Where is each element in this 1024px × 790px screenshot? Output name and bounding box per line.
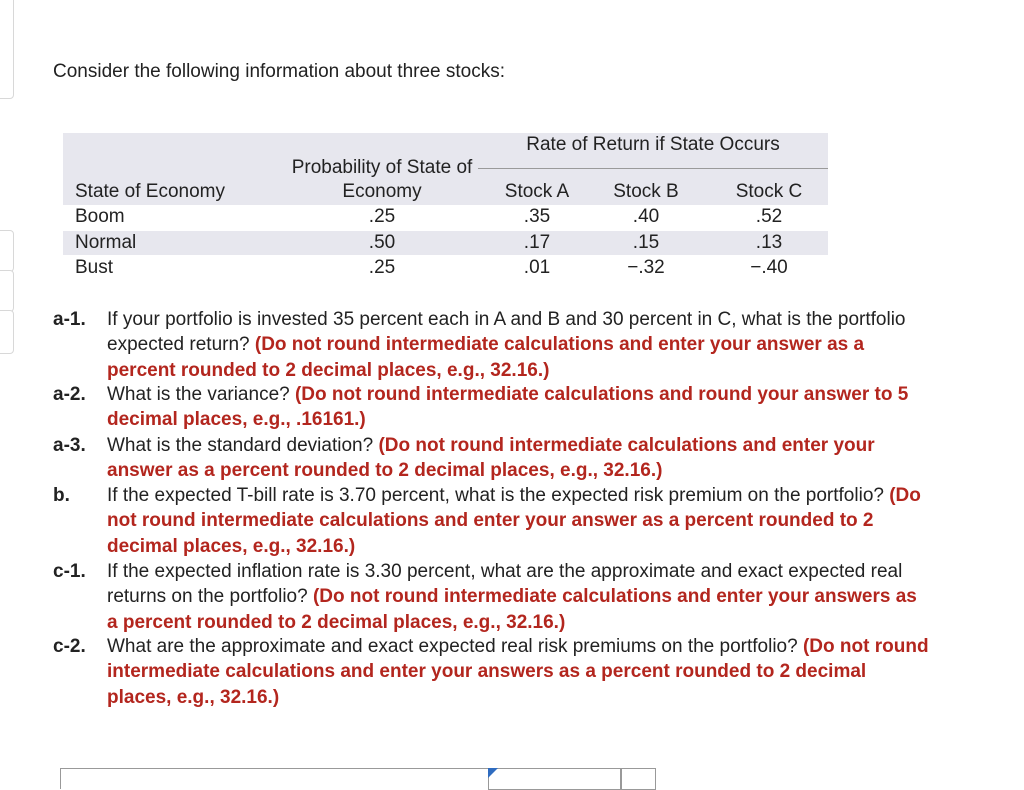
row-label: Boom	[75, 206, 125, 227]
side-tab	[0, 0, 14, 99]
row-label: Normal	[75, 231, 137, 253]
side-tab	[0, 270, 14, 312]
cell: .15	[632, 231, 660, 253]
cell: .25	[368, 206, 396, 227]
question-note: (Do not round intermediate calculations …	[107, 435, 875, 482]
side-tab	[0, 310, 14, 354]
cell: .52	[755, 206, 783, 227]
answer-input[interactable]	[488, 768, 622, 790]
question: c-2. What are the approximate and exact e…	[53, 634, 933, 710]
question-note: (Do not round intermediate calculations …	[107, 384, 909, 431]
row-label: Bust	[75, 257, 114, 278]
question: a-3. What is the standard deviation? (Do …	[53, 433, 933, 484]
column-header: State of Economy	[75, 181, 225, 202]
cell: .01	[523, 257, 551, 278]
question-body: If the expected inflation rate is 3.30 p…	[107, 559, 929, 635]
question-body: What are the approximate and exact expec…	[107, 634, 929, 710]
cell: −.40	[750, 257, 788, 278]
question-text: What is the standard deviation?	[107, 435, 374, 456]
question-body: If your portfolio is invested 35 percent…	[107, 307, 929, 383]
question-label: c-2.	[53, 636, 86, 657]
question-body: If the expected T-bill rate is 3.70 perc…	[107, 483, 929, 559]
question-label: a-2.	[53, 384, 86, 405]
question-label: a-3.	[53, 435, 86, 456]
question-note: (Do not round intermediate calculations …	[107, 485, 921, 557]
column-header: Stock B	[613, 181, 679, 202]
question-text: If the expected inflation rate is 3.30 p…	[107, 561, 903, 608]
question-label: c-1.	[53, 561, 86, 582]
header-band	[63, 133, 828, 205]
side-tab	[0, 230, 14, 272]
spanner-rule	[478, 168, 828, 169]
cell: −.32	[627, 257, 665, 278]
cell: .40	[632, 206, 660, 227]
cell: .50	[368, 231, 396, 253]
question: a-2. What is the variance? (Do not round …	[53, 382, 933, 433]
question-text: What are the approximate and exact expec…	[107, 636, 798, 657]
question-body: What is the variance? (Do not round inte…	[107, 382, 929, 433]
unit-box	[620, 768, 656, 790]
question-body: What is the standard deviation? (Do not …	[107, 433, 929, 484]
question-label: a-1.	[53, 309, 86, 330]
question-text: If your portfolio is invested 35 percent…	[107, 309, 906, 356]
question-label: b.	[53, 485, 70, 506]
question-text: What is the variance?	[107, 384, 290, 405]
spanner: Rate of Return if State Occurs	[526, 134, 780, 155]
question-note: (Do not round intermediate calculations …	[107, 586, 917, 633]
question-note: (Do not round intermediate calculations …	[107, 636, 929, 708]
column-header: Stock C	[735, 181, 803, 202]
cell: .25	[368, 257, 396, 278]
question-note: (Do not round intermediate calculations …	[107, 334, 865, 381]
column-header: Stock A	[504, 181, 570, 202]
intro: Consider the following information about…	[53, 61, 506, 82]
input-marker	[488, 768, 498, 778]
cell: .17	[523, 231, 551, 253]
question-text: If the expected T-bill rate is 3.70 perc…	[107, 485, 884, 506]
column-header: Probability of State of Economy	[291, 157, 473, 202]
row-band	[63, 231, 828, 255]
question: a-1. If your portfolio is invested 35 per…	[53, 307, 933, 383]
cell: .13	[755, 231, 783, 253]
question: b. If the expected T-bill rate is 3.70 pe…	[53, 483, 933, 559]
question: c-1. If the expected inflation rate is 3.…	[53, 559, 933, 635]
cell: .35	[523, 206, 551, 227]
